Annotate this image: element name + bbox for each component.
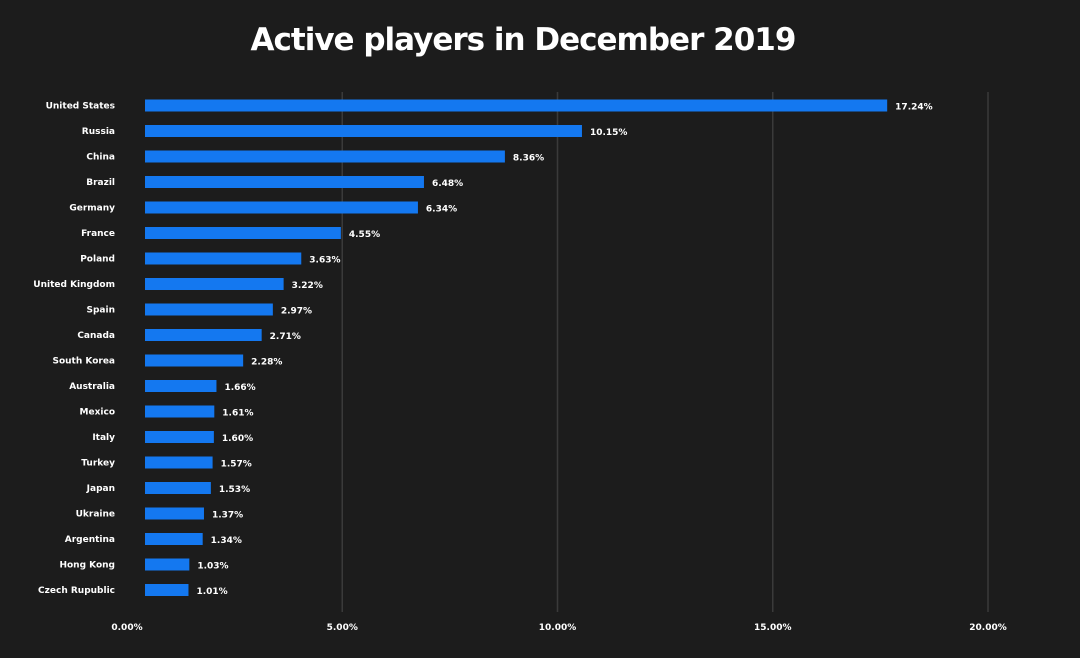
bar <box>145 354 244 367</box>
category-label: United States <box>46 102 115 112</box>
value-label: 1.01% <box>196 587 227 597</box>
category-label: Ukraine <box>76 510 115 520</box>
bar <box>145 227 341 239</box>
category-label: Japan <box>86 484 115 494</box>
category-label: Argentina <box>65 535 115 545</box>
category-label: Hong Kong <box>59 561 115 571</box>
category-label: South Korea <box>52 357 115 367</box>
bar <box>145 278 284 290</box>
value-label: 1.57% <box>221 460 252 470</box>
value-label: 1.03% <box>197 562 228 572</box>
bar <box>145 150 505 163</box>
category-label: Spain <box>87 306 116 316</box>
bar <box>145 380 217 392</box>
value-label: 17.24% <box>895 103 933 113</box>
category-label: China <box>86 153 115 163</box>
x-tick-label: 15.00% <box>754 623 792 633</box>
bars <box>145 99 888 596</box>
category-label: Czech Rupublic <box>38 586 115 596</box>
chart-title: Active players in December 2019 <box>250 22 797 58</box>
value-label: 1.61% <box>222 409 253 419</box>
category-label: Poland <box>80 255 115 265</box>
value-label: 6.48% <box>432 179 463 189</box>
value-label: 1.37% <box>212 511 243 521</box>
gridlines <box>341 92 989 612</box>
category-label: Turkey <box>81 459 115 469</box>
category-label: Italy <box>92 433 115 443</box>
bar <box>145 329 262 341</box>
bar <box>145 252 302 265</box>
bar <box>145 405 215 418</box>
bar <box>145 125 582 137</box>
value-label: 2.28% <box>251 358 282 368</box>
bar <box>145 482 211 494</box>
bar <box>145 176 424 188</box>
value-label: 1.66% <box>224 383 255 393</box>
bar <box>145 303 273 316</box>
bar <box>145 558 190 571</box>
value-label: 4.55% <box>349 230 380 240</box>
value-label: 3.63% <box>309 256 340 266</box>
value-label: 2.97% <box>281 307 312 317</box>
bar <box>145 507 204 520</box>
bar <box>145 431 214 443</box>
value-label: 1.34% <box>211 536 242 546</box>
x-tick-label: 10.00% <box>539 623 577 633</box>
category-label: France <box>81 229 115 239</box>
value-label: 1.53% <box>219 485 250 495</box>
category-label: Brazil <box>86 178 115 188</box>
value-label: 6.34% <box>426 205 457 215</box>
x-tick-label: 0.00% <box>111 623 142 633</box>
value-label: 3.22% <box>292 281 323 291</box>
category-label: Russia <box>82 127 115 137</box>
category-label: United Kingdom <box>33 280 115 290</box>
category-label: Australia <box>69 382 115 392</box>
category-label: Canada <box>77 331 115 341</box>
bar <box>145 584 189 596</box>
bar <box>145 99 888 112</box>
bar <box>145 533 203 545</box>
bar <box>145 201 418 214</box>
x-tick-label: 5.00% <box>327 623 358 633</box>
labels: 0.00% 5.00% 10.00% 15.00% 20.00% United State… <box>33 102 1006 634</box>
category-label: Germany <box>69 204 115 214</box>
bar <box>145 456 213 469</box>
value-label: 1.60% <box>222 434 253 444</box>
value-label: 10.15% <box>590 128 628 138</box>
value-label: 2.71% <box>270 332 301 342</box>
x-tick-label: 20.00% <box>969 623 1007 633</box>
value-label: 8.36% <box>513 154 544 164</box>
category-label: Mexico <box>80 408 115 418</box>
